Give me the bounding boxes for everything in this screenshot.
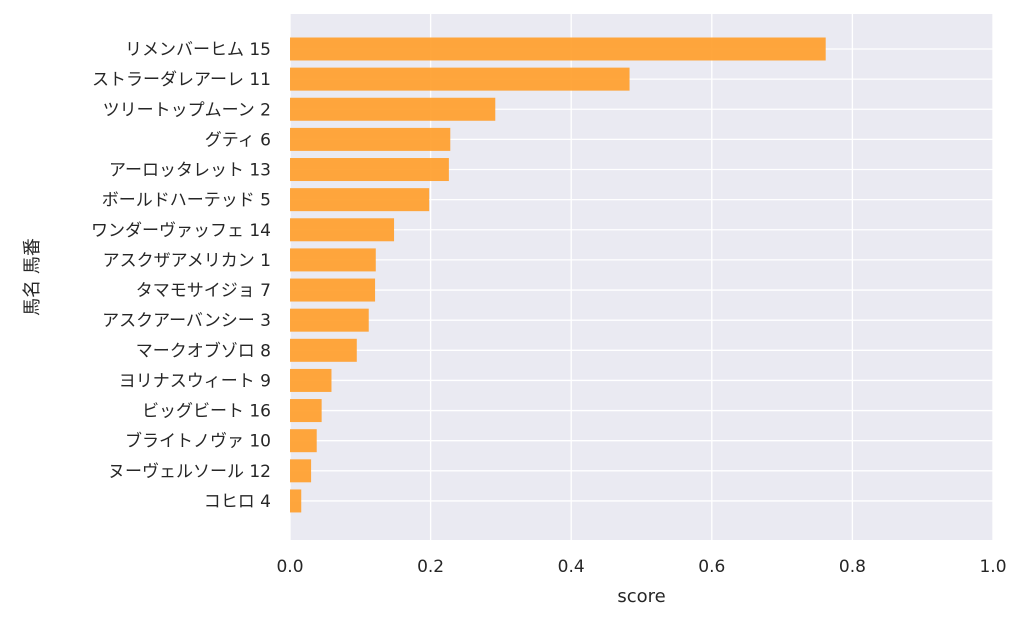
y-category-label: ストラーダレアーレ 11 [92, 70, 271, 90]
y-category-label: ヨリナスウィート 9 [119, 371, 271, 391]
y-category-label: ブライトノヴァ 10 [125, 431, 271, 452]
y-category-label: リメンバーヒム 15 [125, 40, 271, 60]
bar [290, 248, 376, 272]
bar [290, 97, 496, 121]
y-category-label: ツリートップムーン 2 [103, 100, 271, 120]
y-category-label: ワンダーヴァッフェ 14 [91, 221, 271, 241]
bar [290, 218, 395, 242]
bar [290, 429, 317, 453]
y-category-labels: リメンバーヒム 15 ストラーダレアーレ 11 ツリートップムーン 2 グティ 6 アー… [91, 40, 271, 512]
y-axis-title: 馬名 馬番 [22, 238, 43, 316]
y-category-label: アスクアーバンシー 3 [102, 311, 271, 331]
x-tick-labels: 0.0 0.2 0.4 0.6 0.8 1.0 [276, 557, 1006, 577]
bar [290, 278, 376, 302]
y-category-label: ビッグビート 16 [142, 402, 271, 422]
bar [290, 127, 451, 151]
y-category-label: ボールドハーテッド 5 [102, 191, 271, 211]
bar [290, 308, 369, 332]
y-category-label: アーロッタレット 13 [109, 161, 271, 181]
x-tick-label: 0.8 [839, 557, 866, 577]
y-category-label: マークオブゾロ 8 [136, 340, 271, 361]
bar [290, 399, 322, 423]
bars [290, 37, 826, 513]
bar [290, 459, 312, 483]
x-tick-label: 0.2 [417, 557, 444, 577]
bar [290, 368, 332, 392]
y-category-label: アスクザアメリカン 1 [103, 251, 271, 271]
bar [290, 338, 357, 362]
y-category-label: タマモサイジョ 7 [136, 281, 271, 301]
x-tick-label: 0.4 [558, 557, 585, 577]
bar [290, 158, 449, 182]
x-tick-label: 1.0 [979, 557, 1006, 577]
y-category-label: グティ 6 [205, 130, 271, 150]
x-tick-label: 0.6 [698, 557, 725, 577]
plot-background [290, 14, 993, 540]
bar [290, 489, 302, 513]
x-axis-title: score [617, 586, 665, 607]
x-tick-label: 0.0 [276, 557, 303, 577]
bar [290, 67, 630, 91]
y-category-label: コヒロ 4 [204, 492, 271, 512]
bar [290, 37, 826, 61]
y-category-label: ヌーヴェルソール 12 [108, 462, 271, 482]
bar [290, 188, 430, 212]
